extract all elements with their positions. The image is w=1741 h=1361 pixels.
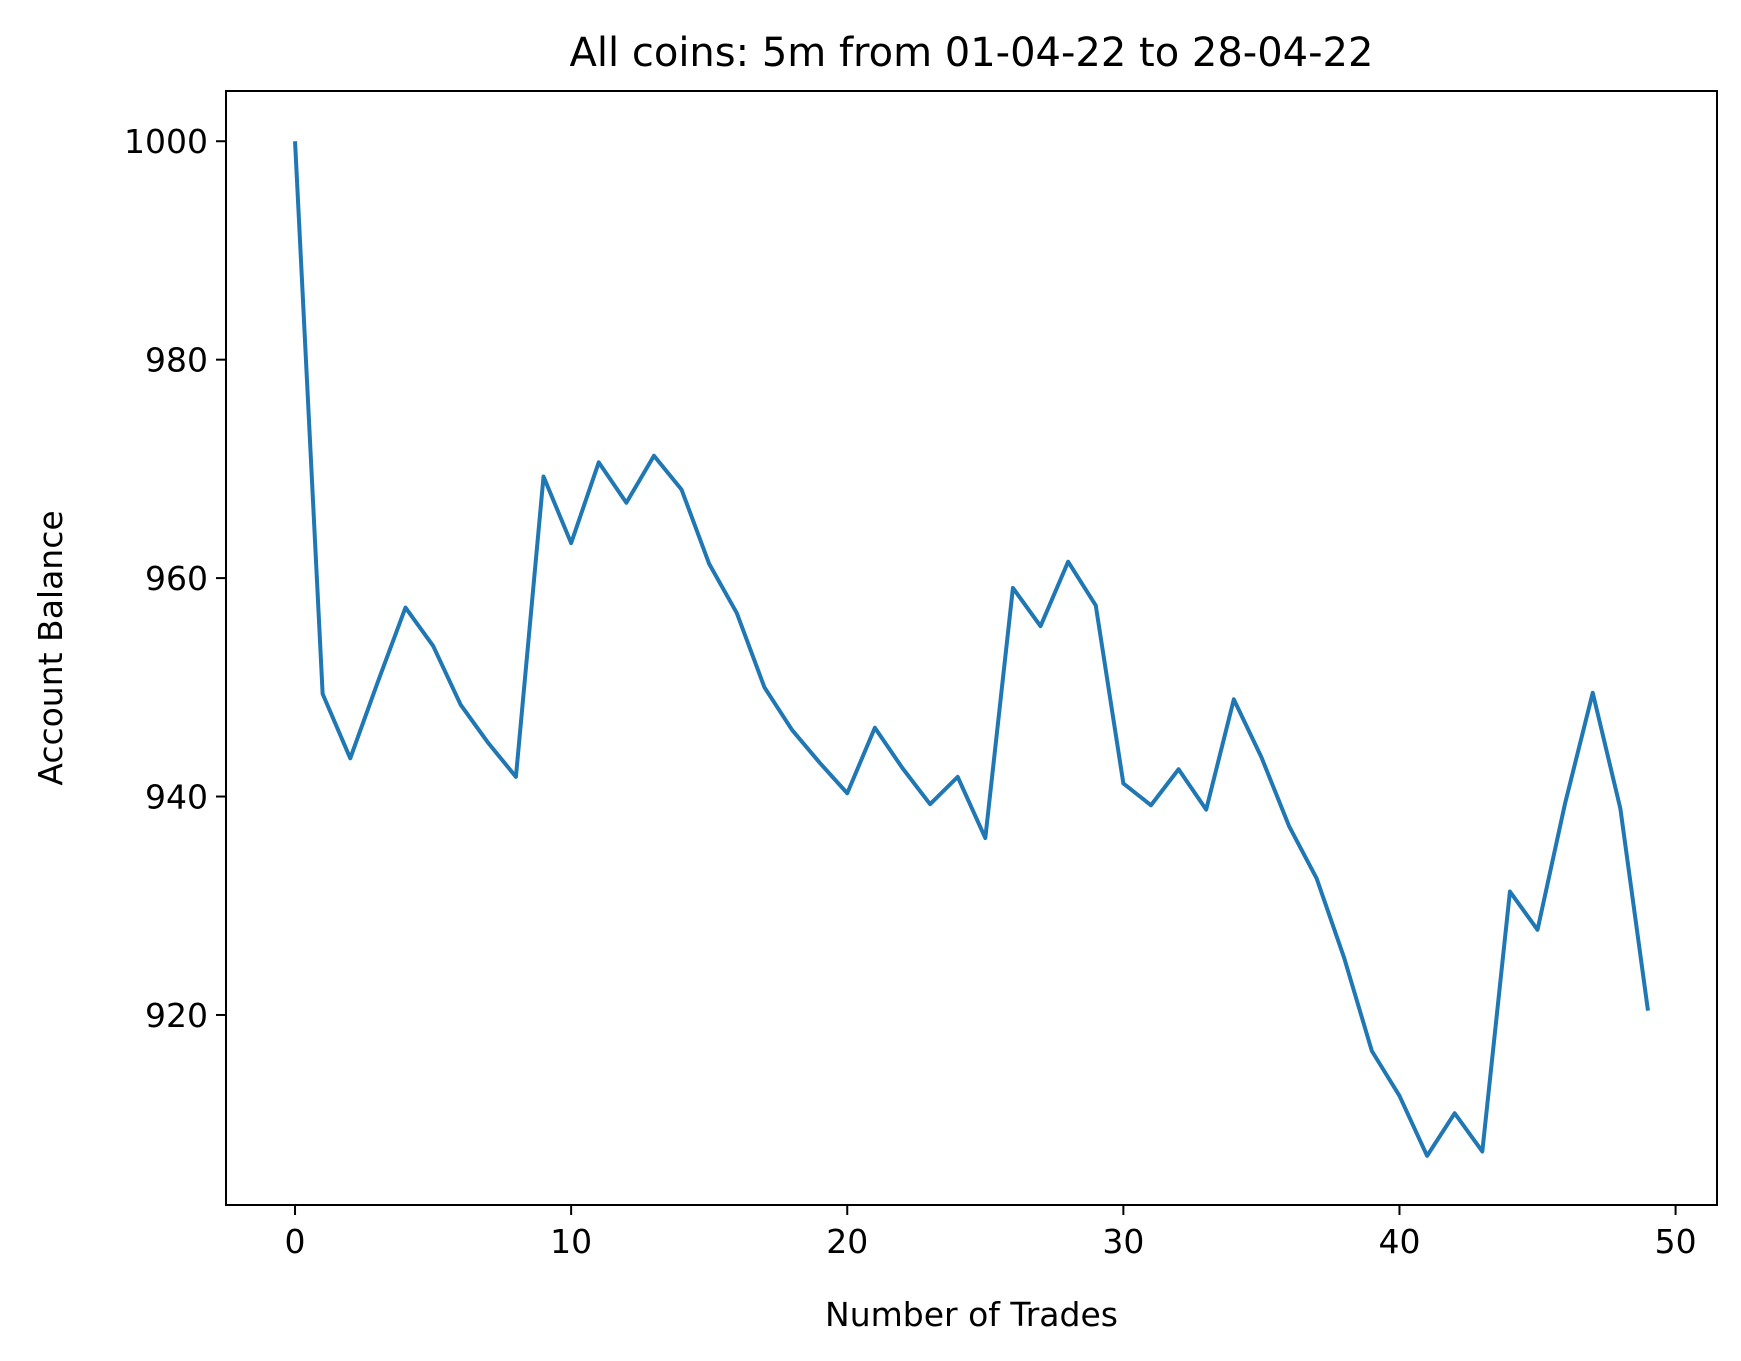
y-tick-label: 940 xyxy=(145,778,208,817)
y-axis: 920 940 960 980 1000 xyxy=(124,122,226,1035)
x-tick-label: 10 xyxy=(550,1222,592,1261)
chart-title: All coins: 5m from 01-04-22 to 28-04-22 xyxy=(570,30,1374,76)
y-tick-label: 1000 xyxy=(124,122,208,161)
y-tick-label: 960 xyxy=(145,559,208,598)
x-tick-label: 20 xyxy=(826,1222,868,1261)
y-axis-label: Account Balance xyxy=(31,510,70,785)
y-tick-label: 980 xyxy=(145,341,208,380)
x-axis: 0 10 20 30 40 50 xyxy=(285,1205,1697,1261)
x-tick-label: 30 xyxy=(1102,1222,1144,1261)
x-tick-label: 40 xyxy=(1378,1222,1420,1261)
plot-area-frame xyxy=(225,90,1718,1206)
series-line xyxy=(293,141,1650,1158)
x-axis-label: Number of Trades xyxy=(825,1295,1118,1334)
plot-layer xyxy=(293,141,1650,1158)
x-tick-label: 0 xyxy=(285,1222,306,1261)
y-tick-label: 920 xyxy=(145,996,208,1035)
x-tick-label: 50 xyxy=(1655,1222,1697,1261)
